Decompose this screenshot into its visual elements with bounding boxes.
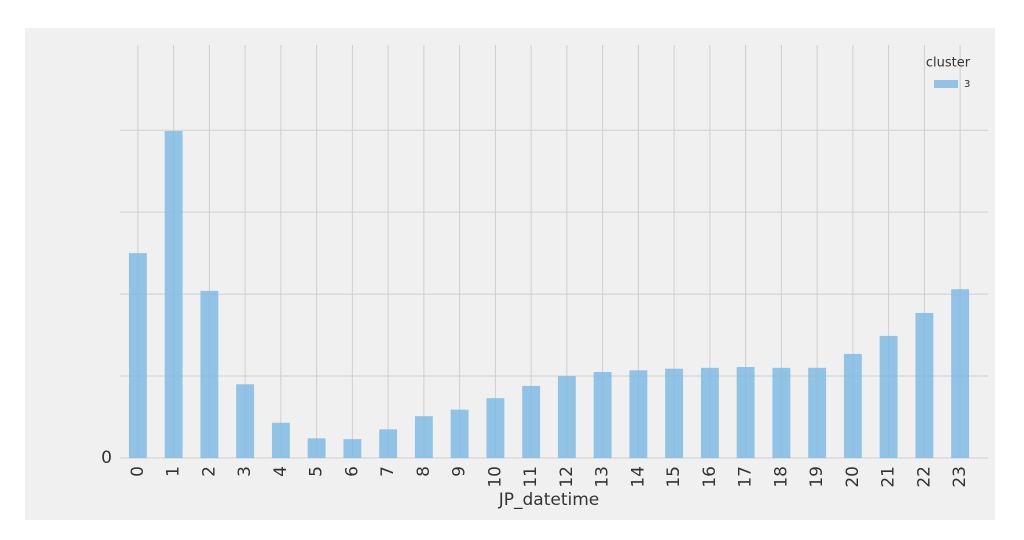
x-tick-label: 23 — [950, 466, 970, 488]
bar — [343, 439, 362, 458]
bar — [128, 253, 147, 458]
bar — [772, 367, 791, 458]
bar — [450, 409, 469, 458]
x-tick-label: 1 — [164, 466, 184, 477]
bar — [808, 367, 827, 458]
legend-label: 3 — [964, 79, 970, 90]
x-tick-label: 14 — [628, 466, 648, 488]
x-tick-label: 22 — [914, 466, 934, 488]
x-tick-label: 11 — [521, 466, 541, 488]
chart-background — [25, 28, 995, 520]
bar — [843, 353, 862, 458]
legend-swatch — [934, 80, 958, 88]
bar — [700, 367, 719, 458]
bar — [164, 131, 183, 458]
x-tick-label: 18 — [771, 466, 791, 488]
bar — [736, 367, 755, 458]
x-tick-label: 9 — [450, 466, 470, 477]
bar — [307, 438, 326, 458]
bar — [593, 371, 612, 458]
bar — [379, 429, 398, 458]
bar — [629, 370, 648, 458]
bar — [665, 368, 684, 458]
bar — [200, 290, 219, 458]
bar — [486, 398, 505, 458]
x-tick-label: 10 — [485, 466, 505, 488]
x-tick-label: 5 — [307, 466, 327, 477]
x-tick-label: 15 — [664, 466, 684, 488]
x-tick-label: 6 — [342, 466, 362, 477]
x-tick-label: 7 — [378, 466, 398, 477]
x-tick-label: 2 — [199, 466, 219, 477]
x-axis-label: JP_datetime — [498, 490, 600, 510]
x-tick-label: 13 — [593, 466, 613, 488]
bar — [915, 312, 934, 458]
x-tick-label: 8 — [414, 466, 434, 477]
y-tick-label: 0 — [101, 448, 112, 468]
x-tick-label: 17 — [736, 466, 756, 488]
x-tick-label: 21 — [879, 466, 899, 488]
x-tick-label: 20 — [843, 466, 863, 488]
bar — [236, 384, 255, 458]
bar — [557, 376, 576, 458]
bar — [271, 422, 290, 458]
x-tick-label: 4 — [271, 466, 291, 477]
x-tick-label: 19 — [807, 466, 827, 488]
legend-title: cluster — [926, 56, 971, 71]
x-tick-label: 12 — [557, 466, 577, 488]
x-tick-label: 0 — [128, 466, 148, 477]
x-tick-label: 3 — [235, 466, 255, 477]
bar — [414, 416, 433, 458]
bar — [522, 385, 541, 458]
bar — [951, 289, 970, 458]
bar — [879, 335, 898, 458]
x-tick-label: 16 — [700, 466, 720, 488]
